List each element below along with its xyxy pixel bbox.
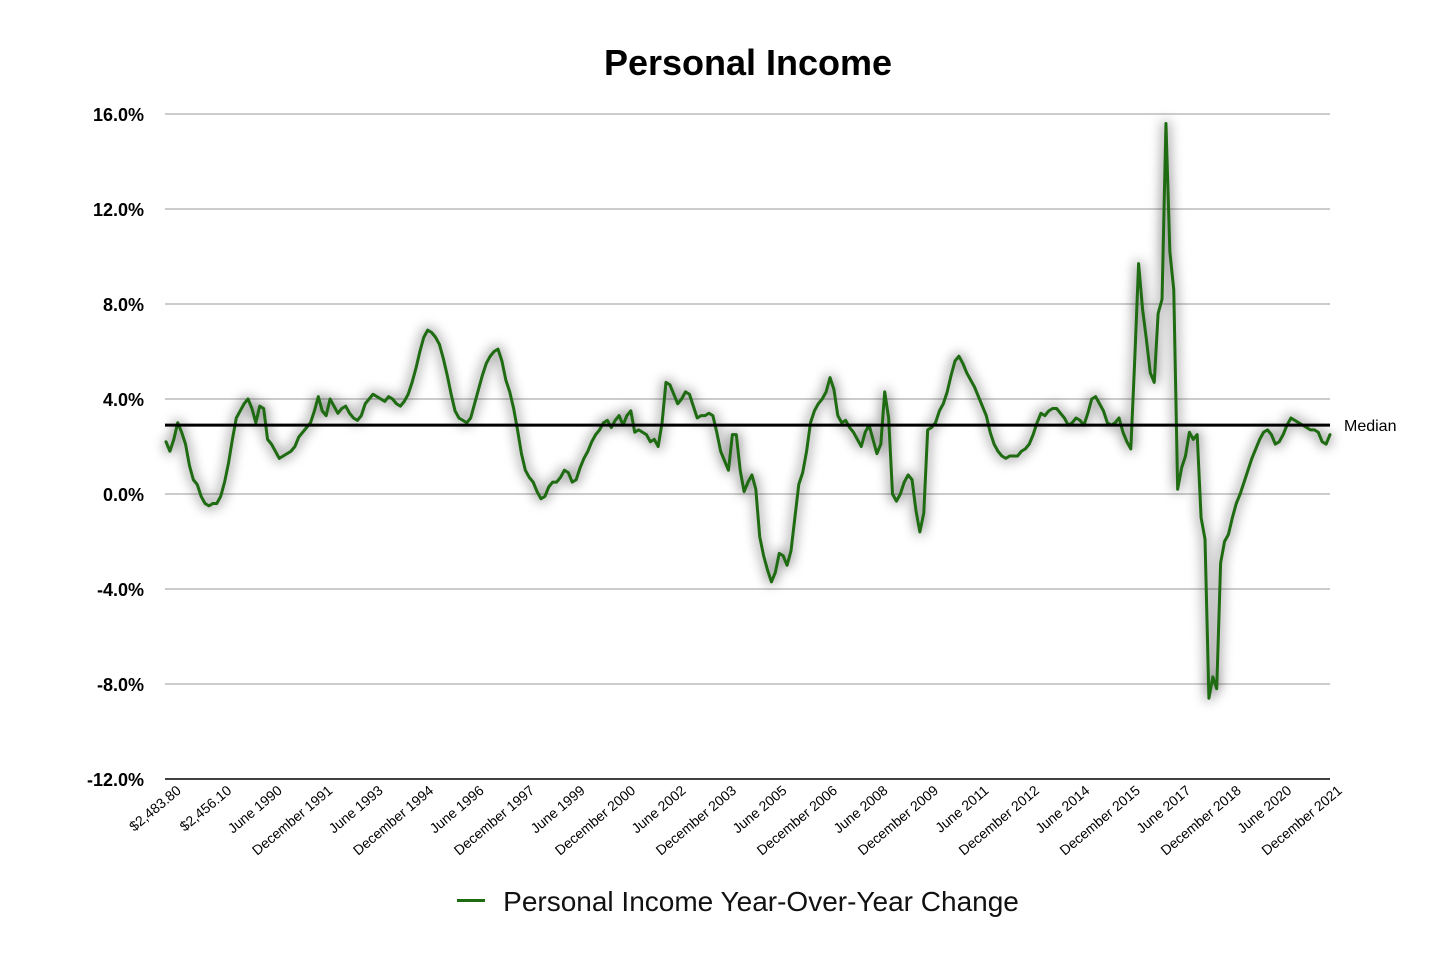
y-tick-label: 0.0%: [103, 485, 144, 505]
y-tick-label: 4.0%: [103, 390, 144, 410]
chart-title: Personal Income: [603, 42, 893, 83]
y-tick-label: 16.0%: [93, 105, 144, 125]
legend: Personal Income Year-Over-Year Change: [0, 886, 1456, 918]
y-tick-label: -8.0%: [97, 675, 144, 695]
median-line-group: Median: [165, 418, 1396, 435]
y-tick-label: 8.0%: [103, 295, 144, 315]
y-tick-label: -12.0%: [87, 770, 144, 790]
series-line: [164, 122, 1332, 700]
y-tick-label: -4.0%: [97, 580, 144, 600]
y-tick-label: 12.0%: [93, 200, 144, 220]
series-group: [163, 120, 1333, 702]
legend-label: Personal Income Year-Over-Year Change: [503, 886, 1019, 917]
gridlines: [165, 113, 1330, 780]
y-axis-tick-labels: 16.0% 12.0% 8.0% 4.0% 0.0% -4.0% -8.0% -12.0%: [87, 105, 144, 790]
median-label: Median: [1344, 418, 1396, 435]
legend-swatch: [457, 899, 486, 903]
